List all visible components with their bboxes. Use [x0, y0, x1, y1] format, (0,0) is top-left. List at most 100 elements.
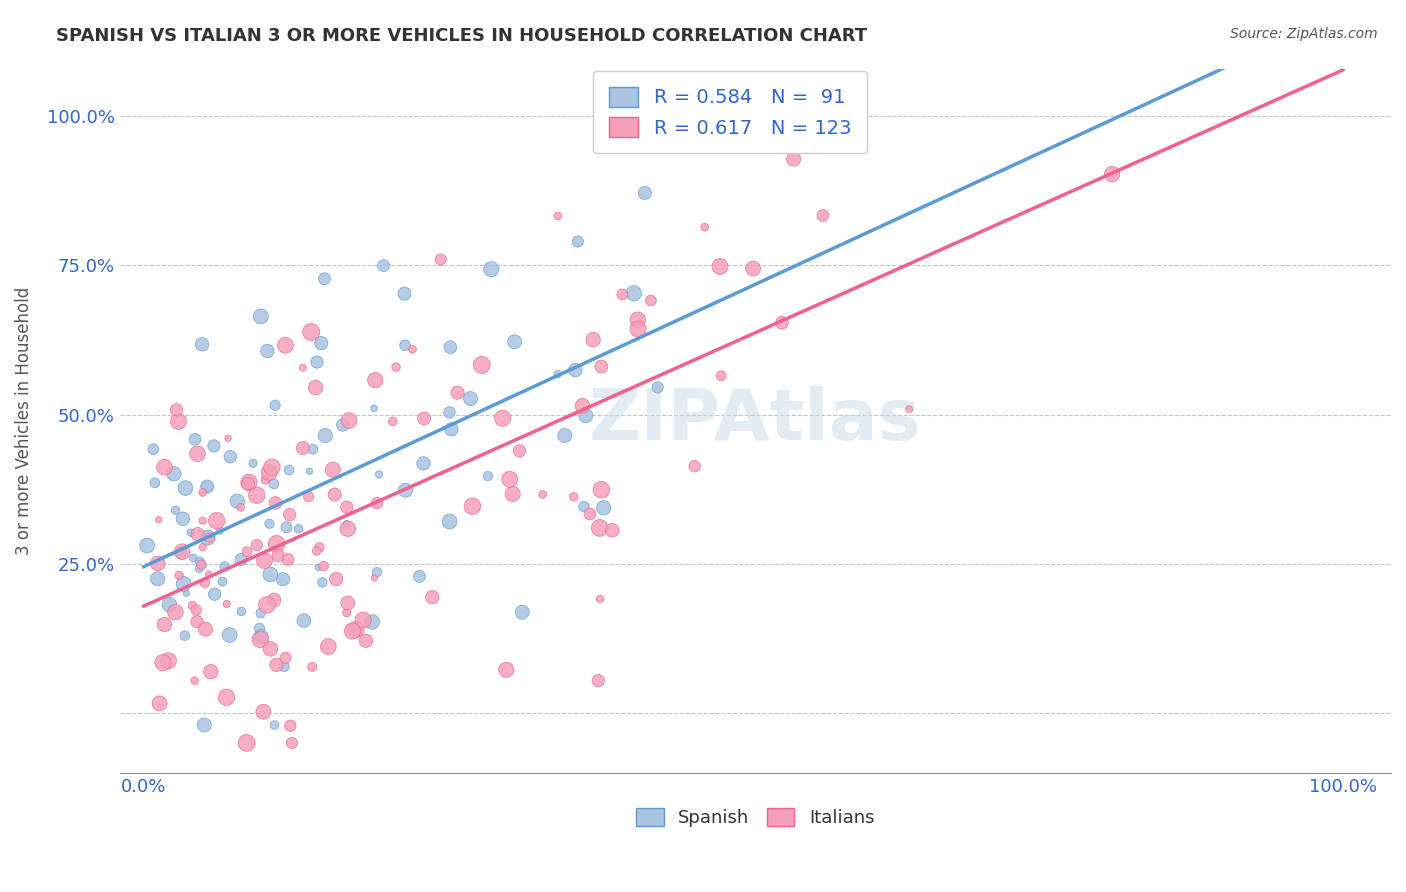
Point	[623, 286, 645, 301]
Point	[571, 399, 593, 413]
Point	[408, 569, 430, 583]
Point	[318, 640, 340, 654]
Point	[299, 325, 322, 339]
Point	[263, 593, 285, 607]
Point	[364, 373, 387, 387]
Point	[264, 496, 287, 510]
Point	[547, 209, 569, 223]
Point	[291, 360, 314, 375]
Point	[460, 392, 482, 406]
Point	[173, 577, 195, 591]
Point	[167, 568, 190, 582]
Point	[510, 605, 533, 619]
Point	[273, 659, 295, 673]
Point	[276, 520, 298, 534]
Point	[579, 507, 602, 521]
Point	[567, 235, 589, 249]
Point	[191, 485, 214, 500]
Point	[336, 516, 359, 531]
Point	[898, 402, 921, 417]
Point	[820, 97, 842, 112]
Point	[235, 736, 257, 750]
Point	[257, 465, 280, 479]
Point	[336, 606, 359, 620]
Point	[337, 414, 360, 428]
Point	[479, 262, 502, 277]
Point	[298, 490, 321, 504]
Point	[305, 544, 328, 558]
Point	[305, 380, 328, 394]
Point	[683, 459, 706, 474]
Point	[172, 512, 194, 526]
Point	[461, 499, 484, 513]
Point	[495, 663, 517, 677]
Point	[183, 673, 205, 688]
Point	[782, 152, 804, 166]
Point	[184, 433, 207, 447]
Point	[588, 673, 610, 688]
Point	[342, 624, 364, 638]
Point	[215, 690, 238, 705]
Point	[143, 475, 166, 490]
Point	[174, 481, 197, 495]
Point	[439, 340, 461, 354]
Point	[226, 494, 249, 508]
Point	[188, 561, 211, 575]
Point	[412, 456, 434, 470]
Text: Source: ZipAtlas.com: Source: ZipAtlas.com	[1230, 27, 1378, 41]
Point	[187, 527, 209, 541]
Point	[634, 186, 657, 200]
Point	[591, 359, 613, 374]
Point	[153, 460, 176, 475]
Point	[186, 447, 208, 461]
Point	[259, 641, 281, 656]
Point	[385, 360, 408, 375]
Point	[267, 549, 290, 563]
Text: ZIPAtlas: ZIPAtlas	[589, 386, 922, 455]
Point	[260, 460, 283, 475]
Point	[709, 260, 731, 274]
Point	[640, 293, 662, 308]
Point	[491, 411, 513, 425]
Point	[217, 431, 239, 445]
Point	[693, 220, 716, 235]
Point	[165, 402, 187, 417]
Point	[531, 487, 554, 501]
Point	[278, 508, 301, 522]
Point	[252, 705, 274, 719]
Point	[264, 398, 287, 412]
Point	[344, 623, 367, 637]
Point	[589, 521, 612, 535]
Point	[181, 599, 204, 613]
Point	[136, 539, 159, 553]
Point	[439, 405, 461, 419]
Point	[202, 439, 225, 453]
Point	[242, 456, 264, 470]
Point	[148, 513, 170, 527]
Point	[165, 503, 187, 517]
Point	[176, 586, 198, 600]
Point	[186, 603, 208, 617]
Point	[471, 358, 494, 372]
Point	[246, 538, 269, 552]
Point	[547, 367, 569, 381]
Point	[197, 531, 219, 545]
Point	[363, 571, 385, 585]
Point	[170, 546, 193, 560]
Point	[322, 463, 344, 477]
Point	[250, 630, 273, 644]
Point	[278, 463, 301, 477]
Point	[280, 719, 302, 733]
Point	[249, 632, 271, 647]
Point	[589, 592, 612, 607]
Point	[291, 441, 314, 455]
Point	[302, 442, 325, 457]
Point	[153, 617, 176, 632]
Point	[191, 514, 214, 528]
Point	[287, 522, 309, 536]
Point	[446, 385, 468, 400]
Point	[311, 336, 333, 351]
Point	[157, 654, 180, 668]
Point	[368, 467, 391, 482]
Point	[274, 338, 297, 352]
